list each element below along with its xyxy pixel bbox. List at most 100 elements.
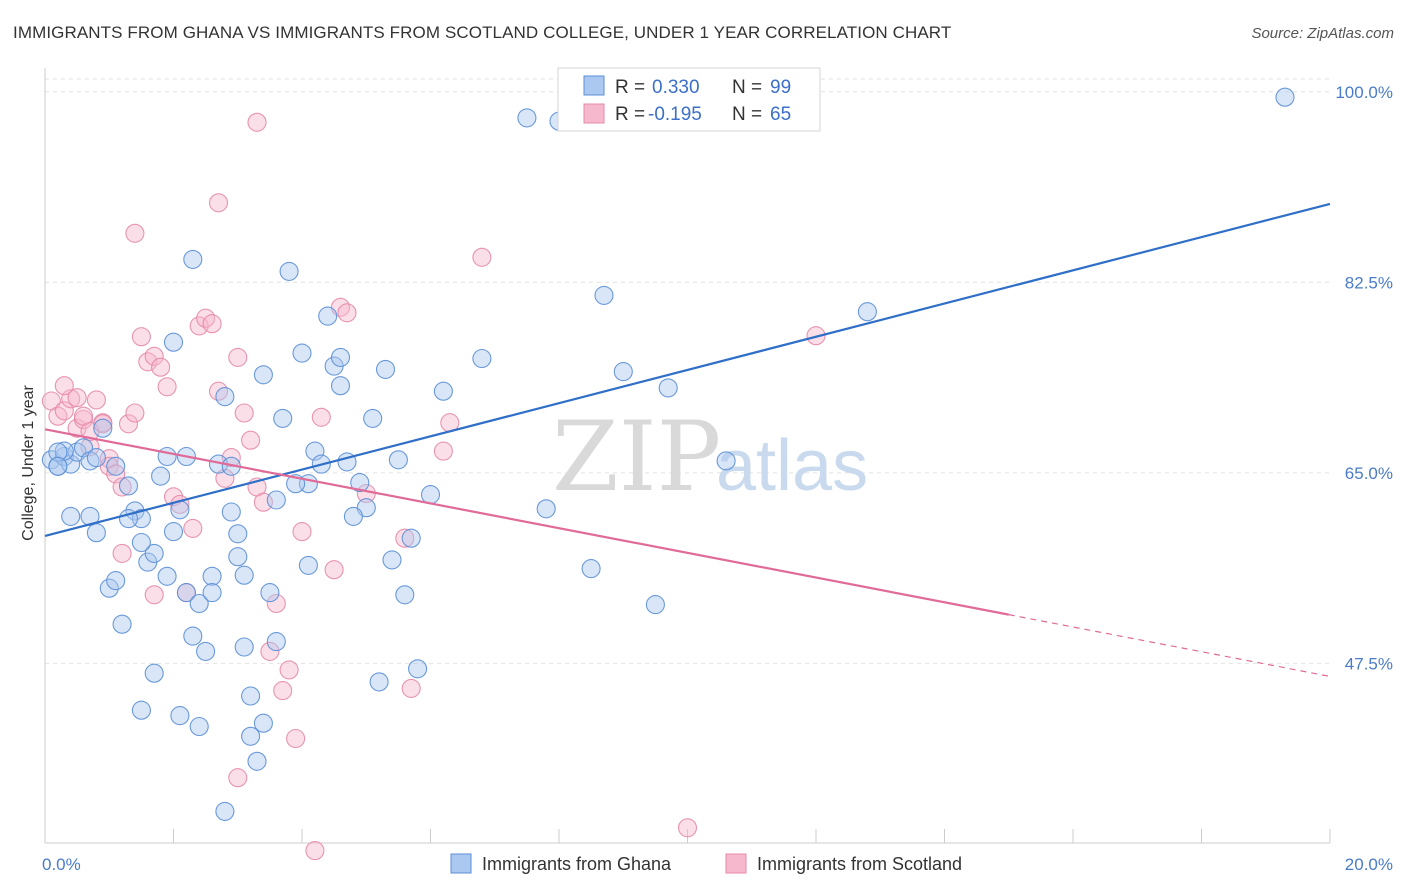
ghana-point-66 bbox=[241, 686, 261, 706]
series-legend-swatch-scotland bbox=[725, 853, 747, 874]
scotland-point-28 bbox=[183, 518, 203, 538]
ghana-point-40 bbox=[279, 261, 299, 281]
series-legend-swatch-ghana bbox=[450, 853, 472, 874]
legend-r-value-scotland: -0.195 bbox=[648, 104, 702, 125]
scotland-point-40 bbox=[260, 641, 280, 661]
scotland-point-47 bbox=[125, 223, 145, 243]
ghana-point-98 bbox=[1275, 87, 1295, 107]
ghana-point-33 bbox=[228, 547, 248, 567]
scotland-point-57 bbox=[433, 441, 453, 461]
scotland-point-63 bbox=[144, 585, 164, 605]
ghana-point-81 bbox=[581, 559, 601, 579]
ghana-point-28 bbox=[196, 641, 216, 661]
ghana-point-31 bbox=[215, 387, 235, 407]
ghana-point-93 bbox=[131, 532, 151, 553]
ghana-point-94 bbox=[48, 456, 68, 476]
scotland-point-21 bbox=[138, 352, 158, 372]
y-tick-labels: 47.5% 65.0% 82.5% 100.0% bbox=[1335, 83, 1393, 674]
scotland-point-24 bbox=[157, 377, 177, 397]
ghana-point-90 bbox=[189, 716, 209, 737]
ghana-point-61 bbox=[183, 249, 203, 269]
y-tick-label-3: 100.0% bbox=[1335, 83, 1393, 102]
scotland-point-43 bbox=[279, 660, 299, 680]
ghana-point-67 bbox=[253, 365, 273, 385]
ghana-point-73 bbox=[350, 473, 370, 493]
legend-n-value-scotland: 65 bbox=[770, 104, 791, 125]
ghana-point-36 bbox=[247, 751, 267, 771]
ghana-point-82 bbox=[645, 595, 665, 615]
ghana-point-25 bbox=[176, 583, 196, 603]
scotland-point-2 bbox=[54, 401, 74, 421]
ghana-point-58 bbox=[144, 663, 164, 683]
scotland-point-62 bbox=[112, 543, 132, 563]
scotland-point-53 bbox=[337, 303, 357, 323]
scotland-point-50 bbox=[311, 407, 331, 427]
ghana-point-46 bbox=[330, 347, 351, 367]
ghana-point-96 bbox=[266, 490, 286, 510]
ghana-point-39 bbox=[266, 632, 286, 652]
scotland-point-11 bbox=[67, 388, 87, 408]
legend-n-value-ghana: 99 bbox=[770, 77, 791, 98]
ghana-point-23 bbox=[163, 522, 184, 542]
ghana-point-55 bbox=[420, 485, 441, 505]
scotland-point-51 bbox=[324, 560, 344, 580]
y-axis-label: College, Under 1 year bbox=[20, 385, 37, 541]
ghana-point-50 bbox=[369, 672, 389, 692]
ghana-point-51 bbox=[375, 359, 396, 379]
ghana-point-16 bbox=[118, 476, 139, 496]
scotland-point-23 bbox=[151, 357, 171, 377]
ghana-point-78 bbox=[517, 108, 537, 128]
trend-lines bbox=[44, 202, 1331, 678]
scotland-point-20 bbox=[131, 327, 151, 347]
scotland-point-14 bbox=[93, 414, 113, 434]
ghana-point-62 bbox=[202, 583, 222, 603]
ghana-point-60 bbox=[163, 332, 184, 352]
ghana-point-56 bbox=[106, 456, 126, 476]
scotland-point-7 bbox=[86, 390, 106, 410]
ghana-point-52 bbox=[388, 450, 408, 470]
ghana-point-85 bbox=[716, 451, 736, 471]
ghana-point-34 bbox=[234, 565, 254, 585]
ghana-point-88 bbox=[131, 700, 151, 720]
ghana-point-32 bbox=[221, 502, 241, 522]
ghana-point-72 bbox=[343, 506, 363, 526]
ghana-point-37 bbox=[253, 713, 273, 733]
scotland-point-55 bbox=[395, 528, 415, 548]
ghana-point-13 bbox=[99, 578, 119, 598]
ghana-point-76 bbox=[433, 381, 453, 401]
scotland-point-60 bbox=[677, 818, 698, 838]
scotland-point-64 bbox=[228, 768, 248, 788]
watermark-zip: ZIP bbox=[552, 401, 721, 513]
scotland-point-44 bbox=[286, 728, 306, 749]
ghana-point-9 bbox=[86, 448, 106, 468]
scotland-point-35 bbox=[228, 347, 248, 367]
ghana-point-64 bbox=[228, 524, 248, 544]
ghana-point-75 bbox=[401, 528, 421, 548]
scotland-point-32 bbox=[208, 381, 229, 401]
ghana-point-89 bbox=[170, 706, 190, 726]
scotland-point-17 bbox=[112, 477, 132, 497]
ghana-point-86 bbox=[594, 285, 614, 305]
ghana-points bbox=[41, 87, 1295, 821]
legend-n-label-scotland: N = bbox=[732, 104, 762, 125]
x-tick-labels: 0.0% 20.0% bbox=[42, 855, 1393, 874]
ghana-point-71 bbox=[330, 376, 351, 396]
scotland-point-46 bbox=[305, 841, 325, 861]
scotland-point-19 bbox=[125, 403, 145, 423]
axes bbox=[44, 68, 1331, 844]
scotland-point-22 bbox=[144, 346, 164, 366]
scotland-point-37 bbox=[241, 430, 261, 450]
ghana-point-97 bbox=[298, 555, 318, 575]
ghana-point-29 bbox=[202, 566, 222, 586]
ghana-point-15 bbox=[112, 614, 132, 634]
ghana-point-74 bbox=[382, 550, 402, 570]
ghana-point-68 bbox=[273, 408, 293, 428]
ghana-point-20 bbox=[144, 543, 164, 563]
scotland-trend-line-extension bbox=[1008, 614, 1331, 678]
ghana-point-38 bbox=[260, 583, 280, 603]
scotland-point-48 bbox=[208, 193, 229, 213]
scotland-point-33 bbox=[215, 468, 235, 488]
scotland-point-56 bbox=[401, 678, 421, 698]
ghana-point-10 bbox=[61, 506, 81, 526]
